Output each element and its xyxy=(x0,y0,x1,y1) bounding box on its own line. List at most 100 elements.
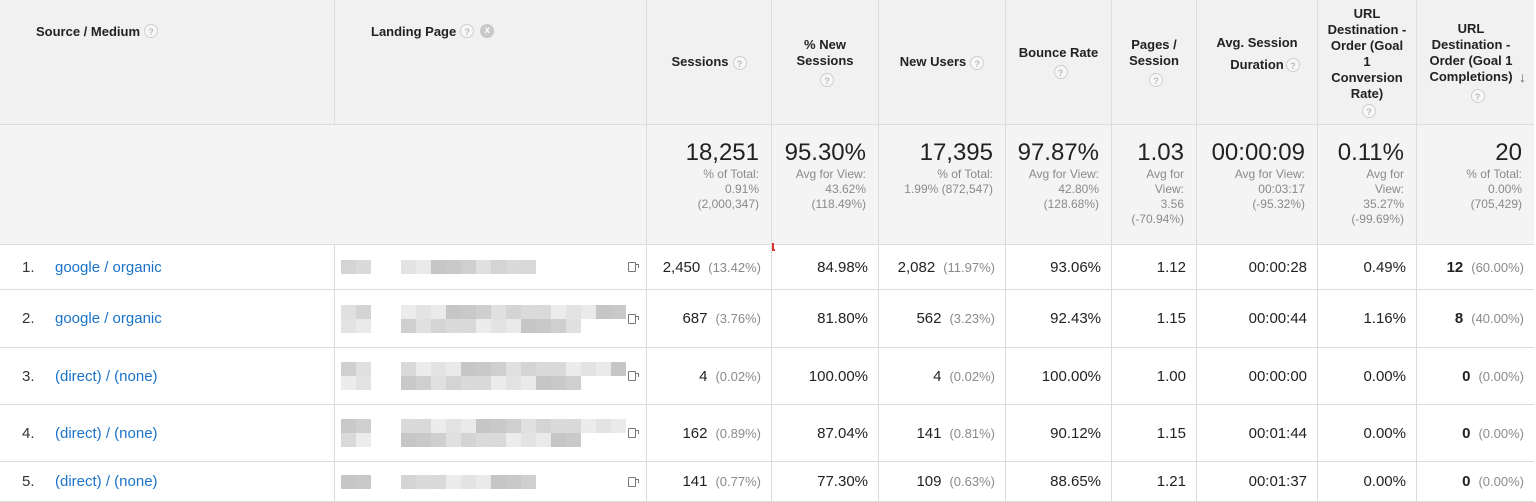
pages-session-value: 1.00 xyxy=(1156,367,1186,385)
table-row[interactable]: 4. (direct) / (none) 162 (0.89%) 87.04% 141 (0… xyxy=(0,405,1536,462)
goal-completions-value: 12 xyxy=(1446,258,1464,276)
new-users-cell: 562 (3.23%) xyxy=(879,290,1006,348)
header-goal-conversion-rate[interactable]: URL Destination - Order (Goal 1 Conversi… xyxy=(1318,0,1417,125)
source-medium-link[interactable]: (direct) / (none) xyxy=(55,473,158,490)
bounce-rate-cell: 93.06% xyxy=(1006,245,1112,290)
total-sessions-value: 18,251 xyxy=(685,139,759,166)
help-icon[interactable]: ? xyxy=(1149,73,1163,87)
sessions-value: 162 xyxy=(682,424,708,442)
sessions-percent: (0.89%) xyxy=(715,425,761,441)
total-pages-session: 1.03 Avg for View: 3.56 (-70.94%) xyxy=(1112,125,1197,245)
goal-conversion-rate-value: 1.16% xyxy=(1363,310,1406,327)
header-bounce-rate[interactable]: Bounce Rate? xyxy=(1006,0,1112,125)
total-goal-conversion-rate-value: 0.11% xyxy=(1337,139,1404,166)
source-medium-link[interactable]: (direct) / (none) xyxy=(55,424,158,442)
landing-page-cell[interactable] xyxy=(335,245,647,290)
pct-new-sessions-value: 81.80% xyxy=(817,310,868,327)
source-medium-link[interactable]: (direct) / (none) xyxy=(55,367,158,385)
total-note: 1.99% (872,547) xyxy=(904,182,993,196)
open-page-icon[interactable] xyxy=(628,476,639,487)
landing-page-cell[interactable] xyxy=(335,348,647,405)
total-note: 42.80% xyxy=(1058,182,1099,196)
row-number: 5. xyxy=(22,473,35,490)
help-icon[interactable]: ? xyxy=(1362,103,1376,118)
pages-session-cell: 1.15 xyxy=(1112,290,1197,348)
bounce-rate-cell: 90.12% xyxy=(1006,405,1112,462)
goal-completions-cell: 8 (40.00%) xyxy=(1417,290,1534,348)
sessions-cell: 2,450 (13.42%) xyxy=(647,245,772,290)
help-icon[interactable]: ? xyxy=(732,55,747,70)
source-medium-cell: 3. (direct) / (none) xyxy=(0,348,335,405)
help-icon[interactable]: ? xyxy=(970,55,985,70)
total-note: 43.62% xyxy=(825,182,866,196)
bounce-rate-cell: 88.65% xyxy=(1006,462,1112,502)
new-users-percent: (0.81%) xyxy=(949,425,995,441)
new-users-value: 141 xyxy=(916,424,942,442)
table-row[interactable]: 2. google / organic 687 (3.76%) 81.80% 562 (3.… xyxy=(0,290,1536,348)
goal-conversion-rate-value: 0.00% xyxy=(1363,424,1406,442)
avg-session-duration-cell: 00:01:44 xyxy=(1197,405,1318,462)
avg-session-duration-value: 00:00:00 xyxy=(1248,367,1307,385)
header-goal-completions[interactable]: URL Destination - Order (Goal 1 Completi… xyxy=(1417,0,1534,125)
goal-completions-percent: (0.00%) xyxy=(1478,425,1524,441)
help-icon[interactable]: ? xyxy=(460,24,475,38)
open-page-icon[interactable] xyxy=(628,262,639,272)
sessions-cell: 162 (0.89%) xyxy=(647,405,772,462)
remove-dimension-icon[interactable]: x xyxy=(480,24,495,38)
header-landing-page[interactable]: Landing Page ? x xyxy=(335,0,647,125)
header-new-users[interactable]: New Users? xyxy=(879,0,1006,125)
open-page-icon[interactable] xyxy=(628,371,639,381)
landing-page-redacted[interactable] xyxy=(341,245,536,289)
landing-page-cell[interactable] xyxy=(335,405,647,462)
new-users-percent: (0.63%) xyxy=(949,474,995,489)
landing-page-redacted[interactable] xyxy=(341,405,626,461)
new-users-percent: (0.02%) xyxy=(949,368,995,384)
pct-new-sessions-value: 100.00% xyxy=(808,367,868,385)
goal-completions-value: 8 xyxy=(1454,310,1464,327)
avg-session-duration-cell: 00:01:37 xyxy=(1197,462,1318,502)
table-row[interactable]: 5. (direct) / (none) 141 (0.77%) 77.30% 109 (0… xyxy=(0,462,1536,502)
header-sessions-label: Sessions xyxy=(671,54,729,69)
header-avg-session-duration-label: Avg. Session Duration xyxy=(1216,35,1298,72)
help-icon[interactable]: ? xyxy=(1053,65,1068,79)
help-icon[interactable]: ? xyxy=(144,24,159,38)
sessions-value: 4 xyxy=(699,367,708,385)
new-users-cell: 109 (0.63%) xyxy=(879,462,1006,502)
goal-completions-cell: 0 (0.00%) xyxy=(1417,462,1534,502)
header-source-medium-label: Source / Medium xyxy=(36,24,141,39)
header-bounce-rate-label: Bounce Rate xyxy=(1018,45,1099,60)
header-source-medium[interactable]: Source / Medium ? xyxy=(0,0,335,125)
goal-completions-value: 0 xyxy=(1462,367,1471,385)
header-pct-new-sessions[interactable]: % New Sessions? xyxy=(772,0,879,125)
header-avg-session-duration[interactable]: Avg. Session Duration? xyxy=(1197,0,1318,125)
bounce-rate-value: 100.00% xyxy=(1041,367,1101,385)
header-pages-session[interactable]: Pages / Session? xyxy=(1112,0,1197,125)
open-page-icon[interactable] xyxy=(628,313,639,324)
goal-conversion-rate-value: 0.00% xyxy=(1363,367,1406,385)
help-icon[interactable]: ? xyxy=(1470,89,1485,104)
table-row[interactable]: 1. google / organic 2,450 (13.42%) 84.98% 2,0… xyxy=(0,245,1536,290)
header-goal-completions-label: URL Destination - Order (Goal 1 Completi… xyxy=(1429,20,1513,84)
landing-page-cell[interactable] xyxy=(335,462,647,502)
header-sessions[interactable]: Sessions? xyxy=(647,0,772,125)
goal-conversion-rate-cell: 0.49% xyxy=(1318,245,1417,290)
source-medium-link[interactable]: google / organic xyxy=(55,310,162,327)
goal-completions-cell: 0 (0.00%) xyxy=(1417,348,1534,405)
goal-completions-value: 0 xyxy=(1462,473,1471,490)
help-icon[interactable]: ? xyxy=(820,73,834,87)
source-medium-link[interactable]: google / organic xyxy=(55,258,162,276)
landing-page-redacted[interactable] xyxy=(341,462,536,501)
landing-page-redacted[interactable] xyxy=(341,290,626,347)
table-row[interactable]: 3. (direct) / (none) 4 (0.02%) 100.00% 4 (0.02… xyxy=(0,348,1536,405)
total-pages-session-value: 1.03 xyxy=(1137,139,1184,166)
total-new-users: 17,395 % of Total: 1.99% (872,547) xyxy=(879,125,1006,245)
pages-session-cell: 1.21 xyxy=(1112,462,1197,502)
landing-page-redacted[interactable] xyxy=(341,348,626,404)
help-icon[interactable]: ? xyxy=(1286,57,1300,72)
open-page-icon[interactable] xyxy=(628,428,639,438)
header-pages-session-label: Pages / Session xyxy=(1129,37,1179,68)
sort-descending-icon[interactable]: ↓ xyxy=(1519,69,1526,86)
landing-page-cell[interactable] xyxy=(335,290,647,348)
total-note: 0.91% xyxy=(724,182,759,196)
